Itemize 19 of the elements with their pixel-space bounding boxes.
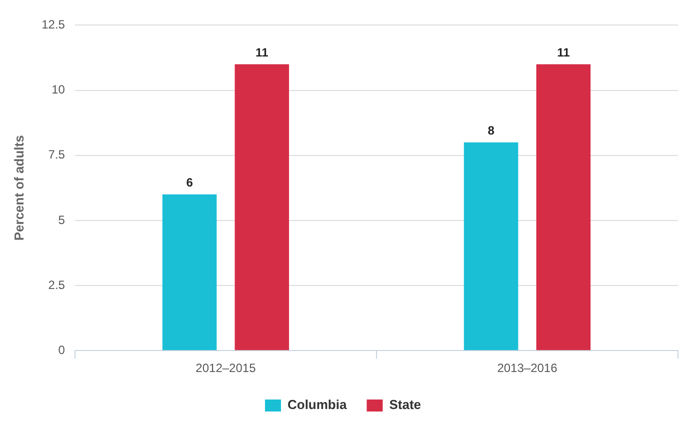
y-axis-title: Percent of adults [11,135,26,241]
legend-label: Columbia [287,397,348,412]
bar [464,142,518,350]
data-label: 11 [557,46,570,60]
y-tick-label: 2.5 [48,278,66,292]
y-tick-label: 12.5 [42,18,66,32]
y-tick-label: 10 [52,82,66,97]
data-label: 11 [256,46,269,60]
y-tick-label: 5 [58,212,66,227]
x-tick-label: 2013–2016 [497,361,558,376]
bar [234,64,290,350]
x-tick-label: 2012–2015 [196,361,256,376]
legend-label: State [389,397,422,412]
y-tick-label: 0 [58,342,66,357]
bar [536,64,591,350]
data-label: 6 [186,176,194,190]
bar [162,194,217,350]
data-label: 8 [488,124,495,138]
y-tick-label: 7.5 [48,148,66,162]
